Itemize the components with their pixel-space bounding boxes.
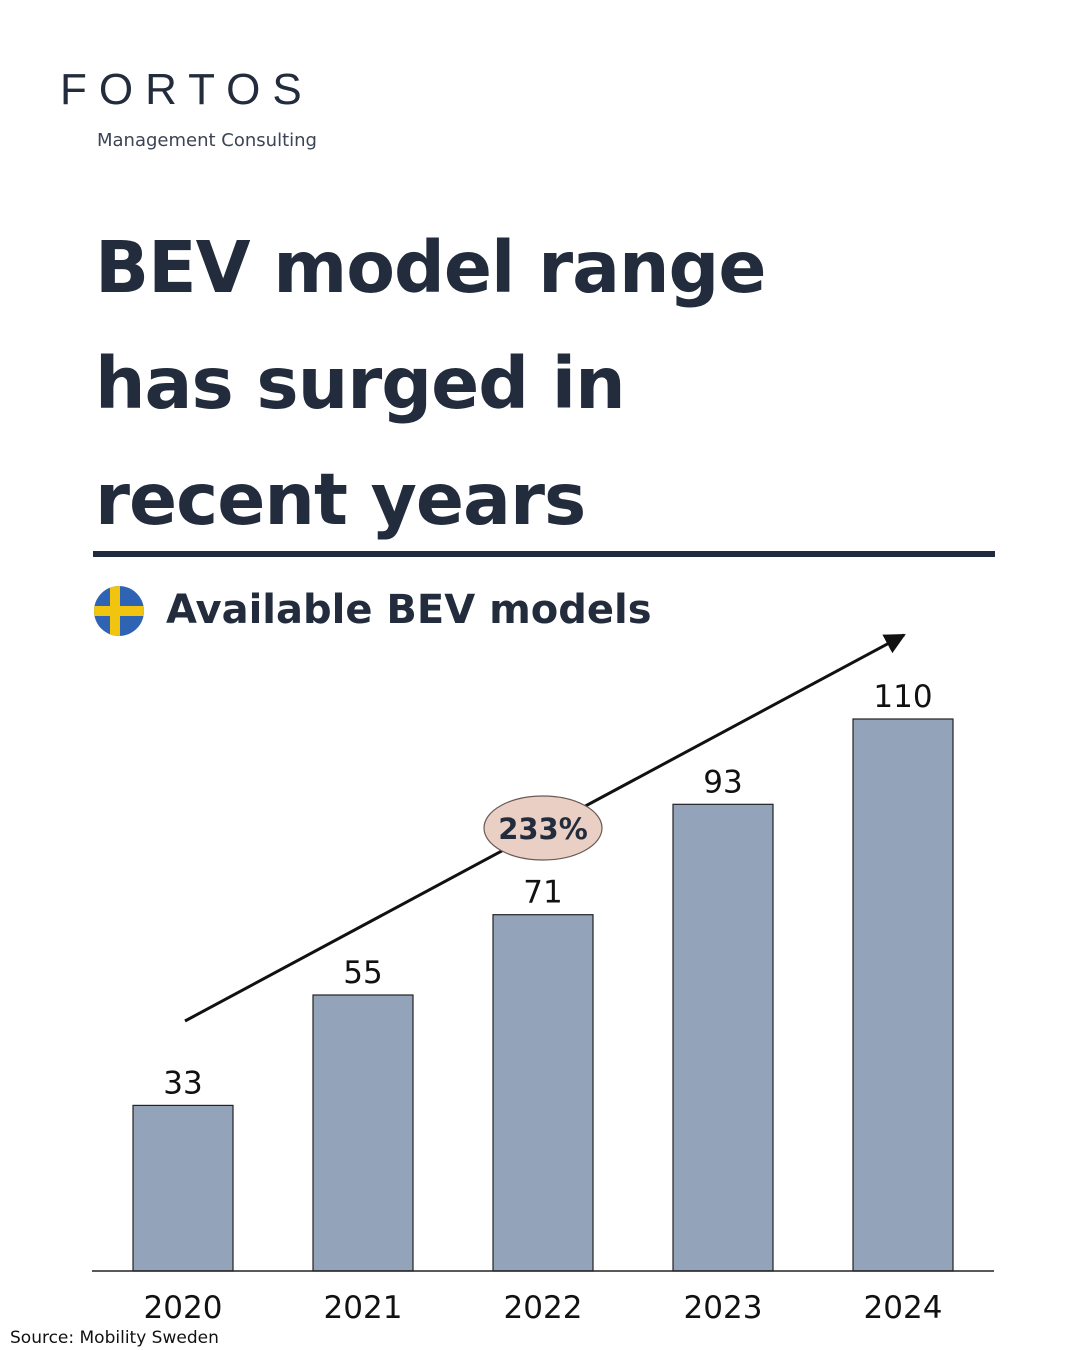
growth-badge-label: 233% [498, 812, 588, 846]
x-tick-2023: 2023 [684, 1290, 763, 1326]
title-divider [93, 551, 995, 557]
x-tick-2024: 2024 [864, 1290, 943, 1326]
brand-logo: FORTOS [60, 65, 314, 114]
x-tick-2021: 2021 [324, 1290, 403, 1326]
data-label-2022: 71 [523, 875, 562, 911]
x-tick-2022: 2022 [504, 1290, 583, 1326]
bar-2024 [852, 718, 954, 1272]
bar-2022 [492, 914, 594, 1272]
data-label-2020: 33 [163, 1065, 202, 1101]
x-tick-2020: 2020 [144, 1290, 223, 1326]
data-label-2023: 93 [703, 764, 742, 800]
bar-2020 [132, 1104, 234, 1272]
data-label-2024: 110 [873, 679, 932, 715]
page-title-line-1: BEV model range [95, 226, 767, 309]
page-title-line-3: recent years [95, 458, 586, 541]
bar-2023 [672, 803, 774, 1272]
data-label-2021: 55 [343, 955, 382, 991]
growth-badge: 233% [483, 795, 603, 861]
brand-tagline: Management Consulting [97, 130, 317, 151]
page-title: BEV model range has surged in recent yea… [95, 210, 995, 558]
chart-title: Available BEV models [166, 587, 652, 633]
source-note: Source: Mobility Sweden [10, 1328, 219, 1348]
bar-2021 [312, 994, 414, 1272]
page-title-line-2: has surged in [95, 342, 626, 425]
sweden-flag-icon [94, 586, 144, 636]
